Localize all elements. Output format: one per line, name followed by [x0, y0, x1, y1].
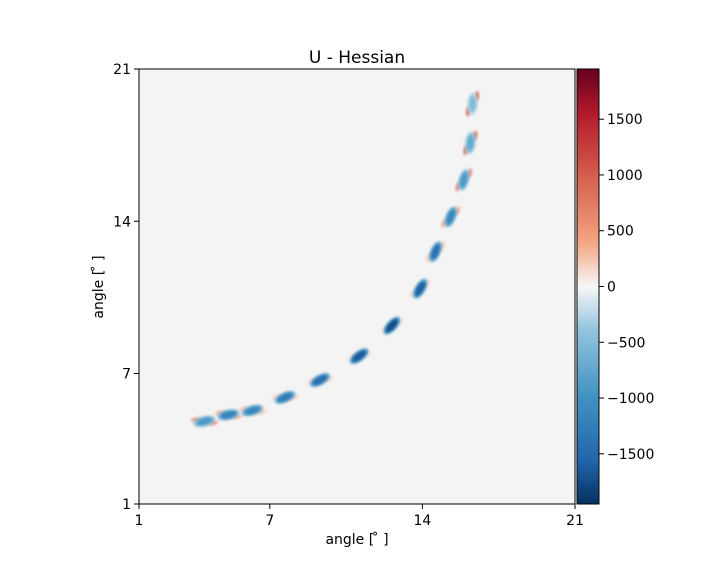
- y-axis-label: angle [ ̊ ]: [90, 255, 107, 318]
- hessian-blob: [455, 168, 473, 192]
- hessian-blob: [190, 415, 219, 427]
- colorbar-tick-label: 1500: [607, 112, 643, 128]
- x-axis-label: angle [ ̊ ]: [325, 531, 388, 548]
- plot-frame: [138, 68, 576, 505]
- colorbar-tick-label: 0: [607, 280, 616, 296]
- blob-lobe: [238, 406, 249, 412]
- colorbar-tick-label: −500: [607, 335, 645, 351]
- hessian-blob: [409, 278, 431, 299]
- x-tick-label: 21: [566, 513, 584, 529]
- x-tick-label: 14: [413, 513, 431, 529]
- y-tick-label: 14: [113, 214, 131, 230]
- blob-core: [446, 209, 455, 225]
- y-tick-label: 7: [122, 367, 131, 383]
- blob-core: [415, 281, 426, 296]
- colorbar-gradient: [576, 68, 600, 505]
- hessian-blob: [463, 130, 478, 156]
- x-axis-ticks: 1 7 14 21: [135, 504, 584, 529]
- hessian-blob: [214, 409, 242, 421]
- hessian-blob: [425, 241, 445, 263]
- colorbar-tick-label: −1000: [607, 391, 654, 407]
- blob-core: [386, 319, 398, 332]
- hessian-blob: [379, 316, 404, 335]
- y-tick-label: 1: [122, 497, 131, 513]
- blob-core: [460, 172, 468, 188]
- hessian-blob: [306, 373, 334, 387]
- blob-core: [431, 244, 440, 260]
- y-tick-label: 21: [113, 62, 131, 78]
- colorbar-tick-label: −1500: [607, 447, 654, 463]
- blob-core: [467, 134, 474, 151]
- x-tick-label: 1: [135, 513, 144, 529]
- y-axis-ticks: 1 7 14 21: [113, 62, 139, 513]
- blob-core: [277, 393, 293, 402]
- hessian-blob: [441, 206, 461, 228]
- plot-background: [139, 69, 575, 504]
- hessian-blob: [238, 404, 266, 417]
- chart-title: U - Hessian: [309, 48, 405, 68]
- x-tick-label: 7: [265, 513, 274, 529]
- hessian-blobs: [190, 91, 479, 427]
- blob-core: [244, 406, 261, 415]
- colorbar-ticks: 1500 1000 500 0 −500 −1000 −1500: [599, 112, 654, 463]
- blob-core: [196, 417, 213, 426]
- blob-core: [352, 350, 366, 362]
- blob-core: [469, 95, 476, 112]
- colorbar: 1500 1000 500 0 −500 −1000 −1500: [576, 68, 654, 505]
- blob-core: [312, 375, 328, 385]
- hessian-blob: [466, 91, 479, 117]
- colorbar-tick-label: 1000: [607, 168, 643, 184]
- hessian-blob: [271, 391, 299, 404]
- plot-area: 1 7 14 21 1 7 14 21: [113, 62, 584, 529]
- colorbar-tick-label: 500: [607, 224, 634, 240]
- hessian-blob: [346, 348, 373, 364]
- blob-lobe: [256, 409, 266, 415]
- blob-core: [220, 411, 237, 419]
